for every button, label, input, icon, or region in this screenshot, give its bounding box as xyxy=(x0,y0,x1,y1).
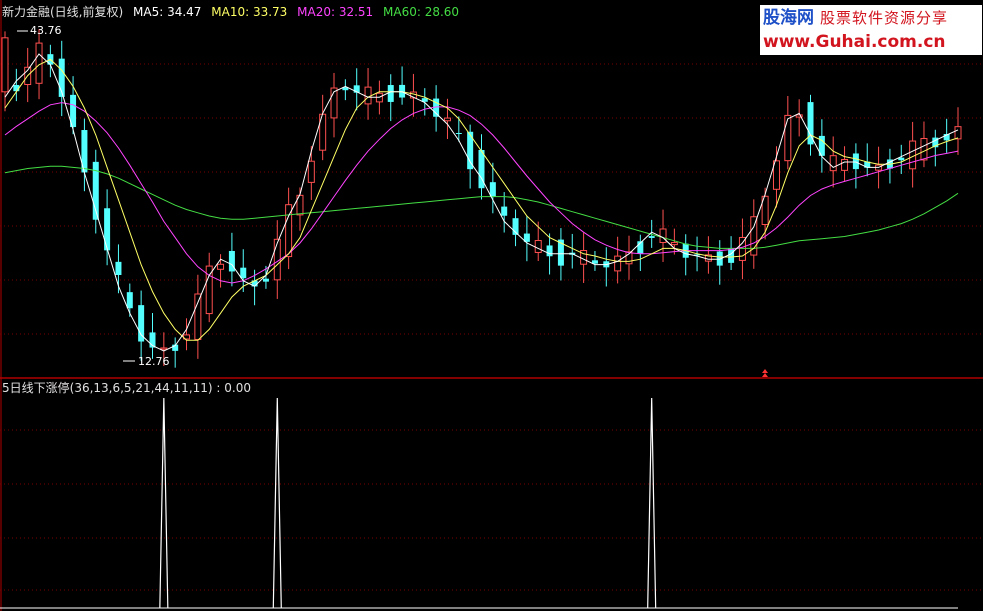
candle-body-13 xyxy=(149,332,156,348)
candle-body-72 xyxy=(818,135,825,156)
candle-body-68 xyxy=(772,160,780,190)
candle-body-31 xyxy=(353,85,360,93)
signal-spike-1 xyxy=(272,397,282,609)
candle-body-81 xyxy=(920,138,928,161)
candle-body-74 xyxy=(841,159,849,171)
candle-body-70 xyxy=(795,114,803,118)
candle-body-46 xyxy=(523,233,530,242)
candles xyxy=(1,29,962,368)
candle-body-25 xyxy=(285,204,293,258)
candle-body-1 xyxy=(13,84,20,92)
candle-body-19 xyxy=(217,263,225,270)
candle-body-3 xyxy=(35,42,43,84)
candle-body-34 xyxy=(387,85,394,102)
candle-body-76 xyxy=(864,161,871,168)
moving-averages xyxy=(4,53,959,352)
candle-body-79 xyxy=(898,157,905,161)
chart-header: 新力金融(日线,前复权) MA5: 34.47 MA10: 33.73 MA20… xyxy=(2,5,465,19)
candle-body-43 xyxy=(489,182,496,197)
candle-body-35 xyxy=(399,84,406,98)
watermark-url: www.Guhai.com.cn xyxy=(763,32,946,52)
ma10-value: MA10: 33.73 xyxy=(211,5,288,19)
candle-body-21 xyxy=(240,267,247,279)
candle-body-8 xyxy=(92,161,99,220)
ma20-line xyxy=(4,102,959,284)
candle-body-55 xyxy=(625,251,633,265)
signal-spike-2 xyxy=(647,397,657,609)
candle-body-9 xyxy=(104,208,111,251)
candle-body-59 xyxy=(670,242,678,246)
candle-body-5 xyxy=(58,58,65,97)
candle-body-44 xyxy=(501,206,508,216)
candle-body-57 xyxy=(648,236,655,238)
candle-body-56 xyxy=(637,241,644,254)
candle-body-45 xyxy=(512,218,519,235)
candle-body-71 xyxy=(807,102,814,145)
candle-body-18 xyxy=(205,265,213,315)
ma5-value: MA5: 34.47 xyxy=(133,5,202,19)
candle-body-75 xyxy=(852,153,859,170)
candle-body-52 xyxy=(591,260,598,264)
watermark: 股海网 股票软件资源分享 www.Guhai.com.cn xyxy=(760,5,982,55)
candle-body-6 xyxy=(70,94,77,128)
ma10-line xyxy=(4,58,959,341)
candle-body-14 xyxy=(160,347,168,350)
candle-body-63 xyxy=(716,251,723,266)
candle-body-67 xyxy=(761,195,769,226)
candle-body-54 xyxy=(614,255,622,272)
candle-body-58 xyxy=(659,228,667,244)
candle-body-32 xyxy=(364,86,372,105)
candle-body-38 xyxy=(433,98,440,117)
ma5-line xyxy=(4,53,959,352)
candle-body-12 xyxy=(138,305,145,342)
candle-body-49 xyxy=(557,239,564,266)
candle-body-10 xyxy=(115,261,122,275)
candle-body-82 xyxy=(932,137,939,148)
candle-body-0 xyxy=(1,37,9,93)
candle-body-20 xyxy=(228,250,235,272)
candle-body-17 xyxy=(194,293,202,340)
watermark-line1: 股海网 股票软件资源分享 xyxy=(763,8,948,28)
watermark-slogan: 股票软件资源分享 xyxy=(820,9,949,27)
candle-body-47 xyxy=(534,240,542,253)
ma60-value: MA60: 28.60 xyxy=(383,5,460,19)
stock-title: 新力金融(日线,前复权) xyxy=(2,5,124,19)
candle-body-84 xyxy=(954,126,962,140)
candle-body-80 xyxy=(909,140,917,170)
indicator-signal xyxy=(0,397,958,609)
candle-body-41 xyxy=(467,131,474,170)
up-arrow-marker-icon xyxy=(762,369,768,377)
candle-body-73 xyxy=(829,155,837,172)
ma20-value: MA20: 32.51 xyxy=(297,5,374,19)
candle-body-48 xyxy=(546,245,553,257)
candle-body-83 xyxy=(943,133,950,141)
indicator-label: 5日线下涨停(36,13,6,5,21,44,11,11) : 0.00 xyxy=(2,381,251,395)
candle-body-27 xyxy=(307,160,315,183)
candle-body-23 xyxy=(262,278,269,282)
price-low-label: 12.76 xyxy=(138,355,170,368)
candle-body-66 xyxy=(750,216,758,256)
ma60-line xyxy=(4,165,959,249)
candle-body-64 xyxy=(728,248,735,263)
candle-body-61 xyxy=(694,254,701,256)
candle-body-42 xyxy=(478,149,485,189)
candle-body-40 xyxy=(455,133,462,135)
candle-body-37 xyxy=(421,98,428,102)
price-high-label: 43.76 xyxy=(30,24,62,37)
signal-spike-0 xyxy=(159,397,169,609)
candle-body-30 xyxy=(342,87,349,91)
candle-body-69 xyxy=(784,114,792,162)
candle-body-65 xyxy=(738,236,746,261)
candle-body-15 xyxy=(172,344,179,351)
candle-body-22 xyxy=(251,280,258,287)
candle-body-11 xyxy=(126,292,133,309)
candle-body-29 xyxy=(330,87,338,119)
watermark-brand: 股海网 xyxy=(763,8,814,28)
candle-body-7 xyxy=(81,130,88,173)
candle-body-39 xyxy=(443,117,451,122)
